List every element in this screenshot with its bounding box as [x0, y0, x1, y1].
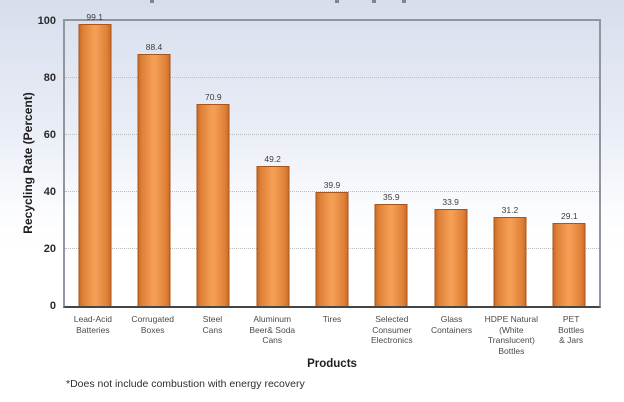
bar: [137, 54, 171, 306]
category-label: Tires: [322, 314, 342, 324]
gridline-60: [65, 134, 599, 135]
bar-value-label: 35.9: [383, 191, 400, 202]
cropped-title-fragment: [335, 0, 339, 3]
category-label: PET Bottles & Jars: [558, 314, 585, 346]
bar: [256, 165, 290, 306]
bar-value-label: 39.9: [323, 180, 341, 191]
cropped-title-fragment: [372, 0, 376, 3]
bar: [196, 103, 230, 306]
gridline-80: [65, 77, 599, 78]
bar-slot: 33.9: [421, 21, 480, 306]
bar-value-label: 31.2: [501, 205, 519, 216]
y-tick-label: 100: [37, 14, 56, 27]
y-axis-title: Recycling Rate (Percent): [21, 92, 35, 234]
category-label: Corrugated Boxes: [131, 314, 174, 335]
plot-area: 99.1 88.4 70.9 49.2 39.9 35.9 33.9 31.2 29.1: [63, 12, 601, 308]
y-tick-label: 40: [43, 185, 56, 198]
bar-series: 99.1 88.4 70.9 49.2 39.9 35.9 33.9 31.2 29.1: [65, 12, 599, 306]
y-tick-label: 60: [43, 128, 56, 141]
category-label: Selected Consumer Electronics: [371, 314, 413, 346]
bar-slot: 31.2: [480, 21, 539, 306]
bar-slot: 29.1: [540, 21, 599, 306]
gridline-40: [65, 191, 599, 192]
bar-value-label: 99.1: [86, 11, 103, 22]
bar-value-label: 29.1: [561, 211, 578, 222]
category-label: Glass Containers: [431, 314, 473, 335]
bar-value-label: 49.2: [264, 153, 281, 164]
bar-value-label: 88.4: [145, 42, 163, 53]
category-label: HDPE Natural (White Translucent) Bottles: [484, 314, 539, 356]
bar-slot: 88.4: [124, 21, 183, 306]
bar: [78, 23, 112, 306]
category-label: Aluminum Beer& Soda Cans: [249, 314, 296, 346]
bar-slot: 49.2: [243, 21, 302, 306]
bar-value-label: 70.9: [205, 91, 222, 102]
category-label: Lead-Acid Batteries: [73, 314, 113, 335]
bar-slot: 70.9: [184, 21, 243, 306]
bar-slot: 35.9: [362, 21, 421, 306]
y-tick-label: 20: [43, 242, 56, 255]
y-tick-label: 80: [43, 71, 56, 84]
category-label: Steel Cans: [202, 314, 223, 335]
bar: [493, 217, 527, 306]
bar: [434, 209, 468, 306]
bar-value-label: 33.9: [442, 197, 459, 208]
cropped-title-fragment: [402, 0, 406, 3]
x-axis-category-labels: Lead-Acid Batteries Corrugated Boxes Steel…: [63, 314, 601, 357]
chart-footnote: *Does not include combustion with energy…: [66, 378, 305, 390]
y-tick-label: 0: [49, 299, 56, 312]
cropped-title-fragment: [150, 0, 154, 3]
bar-slot: 39.9: [302, 21, 361, 306]
x-axis-title: Products: [307, 358, 357, 370]
bar: [315, 192, 349, 306]
bar-slot: 99.1: [65, 12, 124, 306]
bar: [552, 223, 586, 306]
bar: [374, 203, 408, 306]
